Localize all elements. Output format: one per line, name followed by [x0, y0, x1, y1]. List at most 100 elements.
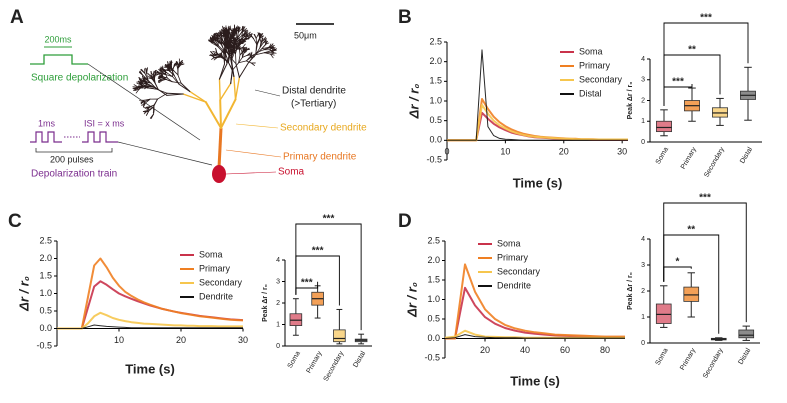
x-tick-label: Soma: [655, 146, 670, 165]
dendrite: [229, 46, 233, 55]
y-tick-label: 0: [641, 139, 645, 146]
dendrite: [259, 35, 265, 39]
legend-label: Secondary: [497, 266, 541, 276]
dendrite: [242, 47, 247, 50]
x-tick-label: Secondary: [703, 146, 726, 179]
significance-label: *: [676, 257, 680, 268]
dendrite: [221, 52, 223, 56]
dendrite: [223, 43, 226, 54]
dendrite: [238, 62, 249, 78]
square-duration: 200ms: [44, 34, 72, 44]
dendrite: [178, 83, 191, 92]
dendrite: [170, 60, 172, 65]
significance-bracket: [663, 202, 747, 323]
dendrite: [212, 41, 219, 47]
y-axis-label: Δr / r₀: [404, 282, 419, 318]
dendrite: [204, 101, 222, 129]
dendrite: [210, 38, 217, 41]
dendrite: [220, 98, 237, 129]
dendrite: [255, 43, 258, 54]
dendrite: [246, 60, 252, 64]
x-axis-label: Time (s): [513, 175, 563, 190]
dendrite: [141, 75, 145, 81]
dendrite: [253, 33, 257, 39]
dendrite: [240, 48, 243, 53]
dendrite: [217, 39, 222, 45]
y-tick-label: 1.5: [429, 76, 442, 86]
dendrite: [259, 33, 262, 39]
dendrite: [144, 98, 151, 102]
dendrite: [258, 33, 261, 39]
dendrite: [149, 77, 154, 80]
y-tick-label: 0: [276, 343, 280, 350]
dendrite: [262, 40, 268, 44]
dendrite: [157, 76, 163, 79]
dendrite: [164, 64, 169, 68]
x-tick-label: Distal: [739, 146, 754, 165]
dendrite: [169, 70, 175, 77]
dendrite: [215, 48, 218, 54]
y-axis-label: Peak Δr / r₀: [627, 272, 634, 310]
dendrite: [265, 42, 270, 45]
dendrite: [217, 46, 224, 54]
dendrite: [261, 47, 269, 50]
dendrite: [180, 63, 184, 66]
y-tick-label: 0: [641, 340, 645, 347]
y-tick-label: 0.5: [39, 305, 52, 315]
dendrite: [213, 57, 218, 59]
y-tick-label: 3: [276, 278, 280, 285]
trace: [445, 263, 625, 340]
y-tick-label: 1: [641, 118, 645, 125]
dendrite: [257, 37, 261, 45]
dendrite: [142, 102, 146, 107]
dendrite: [151, 85, 159, 90]
dendrite: [231, 51, 235, 54]
dendrite: [245, 30, 247, 37]
dendrite: [149, 113, 155, 119]
y-tick-label: 2: [276, 300, 280, 307]
dendrite: [229, 42, 231, 48]
dendrite: [173, 70, 179, 76]
isi-label: ISI = x ms: [84, 118, 125, 128]
dendrite: [139, 71, 144, 76]
significance-label: ***: [301, 278, 313, 289]
dendrite: [226, 29, 230, 36]
y-tick-label: -0.5: [426, 154, 442, 164]
y-axis-label: Δr / r₀: [16, 276, 31, 312]
dendrite: [173, 62, 177, 67]
legend-label: Dendrite: [199, 291, 233, 301]
x-tick-label: 20: [559, 147, 569, 157]
dendrite: [229, 53, 233, 58]
box: [683, 286, 700, 302]
x-tick-label: Primary: [679, 347, 697, 372]
dendrite: [157, 92, 168, 100]
train-label: Depolarization train: [31, 169, 117, 180]
dendrite: [165, 74, 173, 78]
dendrite: [231, 32, 238, 38]
leader: [225, 171, 277, 175]
dendrite: [177, 64, 182, 69]
y-tick-label: 1.0: [429, 95, 442, 105]
y-tick-label: 4: [641, 56, 645, 63]
dendrite: [233, 38, 237, 43]
y-tick-label: 0.0: [429, 135, 442, 145]
dendrite: [147, 106, 154, 111]
significance-bracket: [663, 266, 692, 282]
dendrite: [237, 28, 243, 33]
dendrite: [147, 72, 152, 77]
dendrite: [226, 34, 229, 44]
dendrite: [159, 68, 162, 73]
dendrite: [144, 86, 148, 90]
dendrite: [247, 34, 253, 39]
dendrite: [142, 74, 149, 81]
dendrite: [182, 93, 207, 103]
x-tick-label: 0: [444, 147, 449, 157]
dendrite: [143, 85, 148, 88]
square-pulse: [30, 54, 88, 65]
dendrite: [250, 56, 255, 58]
y-tick-label: 0.0: [39, 323, 52, 333]
dendrite: [229, 48, 238, 55]
dendrite: [166, 93, 184, 96]
y-tick-label: 2.0: [39, 253, 52, 263]
